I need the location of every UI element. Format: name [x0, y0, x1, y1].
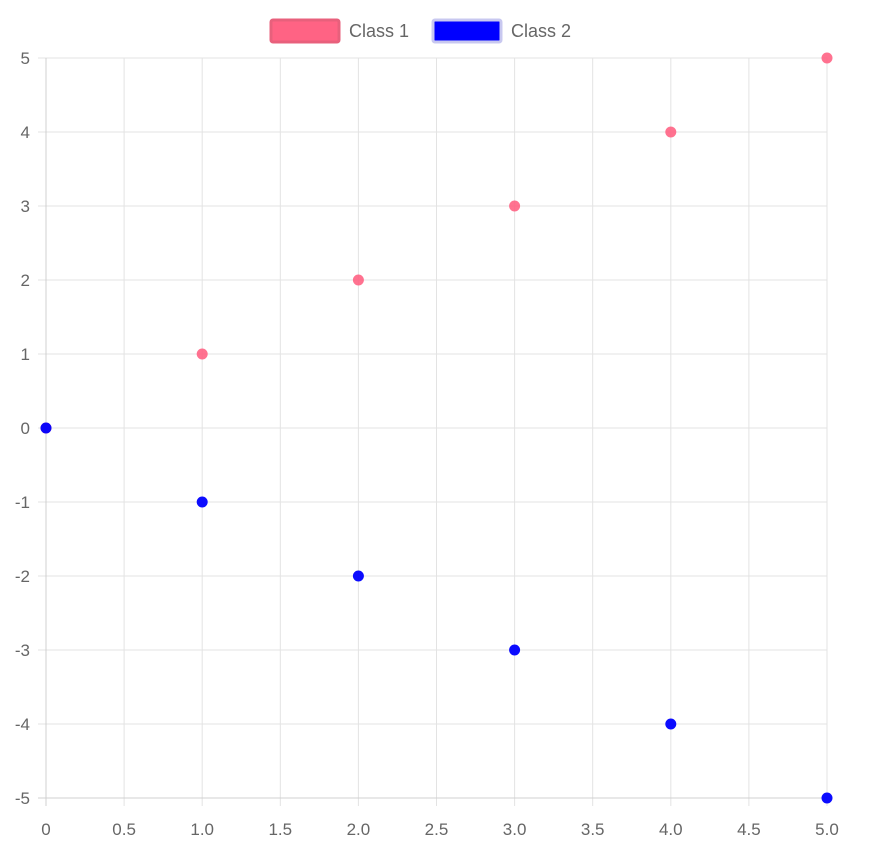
data-point-class-1[interactable]	[352, 274, 364, 286]
tick-labels: 0 0.5 1.0 1.5 2.0 2.5 3.0 3.5 4.0 4.5 5.0 5 4 3 2 1 0 -1 -…	[15, 49, 839, 839]
data-point-class-2[interactable]	[196, 496, 208, 508]
legend-item-class-2[interactable]: Class 2	[431, 18, 571, 44]
y-tick-label: -4	[15, 715, 30, 734]
y-tick-label: 2	[21, 271, 30, 290]
legend: Class 1 Class 2	[269, 18, 571, 44]
x-tick-label: 1.0	[190, 820, 214, 839]
x-tick-label: 2.5	[425, 820, 449, 839]
x-tick-label: 5.0	[815, 820, 839, 839]
legend-label-class-2: Class 2	[511, 21, 571, 41]
data-point-class-1[interactable]	[196, 348, 208, 360]
x-tick-label: 4.0	[659, 820, 683, 839]
y-tick-label: 1	[21, 345, 30, 364]
x-tick-label: 3.5	[581, 820, 605, 839]
data-point-class-1[interactable]	[665, 126, 677, 138]
y-tick-label: -3	[15, 641, 30, 660]
grid	[38, 57, 828, 806]
y-tick-label: 0	[21, 419, 30, 438]
x-tick-label: 0.5	[112, 820, 136, 839]
x-tick-label: 1.5	[268, 820, 292, 839]
data-point-class-2[interactable]	[509, 644, 521, 656]
data-point-class-2[interactable]	[352, 570, 364, 582]
y-tick-label: -1	[15, 493, 30, 512]
y-tick-label: 5	[21, 49, 30, 68]
legend-swatch-class-2	[431, 18, 503, 44]
y-tick-label: 3	[21, 197, 30, 216]
x-tick-label: 2.0	[347, 820, 371, 839]
x-tick-label: 4.5	[737, 820, 761, 839]
legend-item-class-1[interactable]: Class 1	[269, 18, 409, 44]
data-point-class-2[interactable]	[665, 718, 677, 730]
y-tick-label: -2	[15, 567, 30, 586]
data-point-class-1[interactable]	[821, 52, 833, 64]
data-point-class-1[interactable]	[509, 200, 521, 212]
legend-swatch-class-1	[269, 18, 341, 44]
x-tick-label: 3.0	[503, 820, 527, 839]
data-point-class-2[interactable]	[40, 422, 52, 434]
legend-label-class-1: Class 1	[349, 21, 409, 41]
x-tick-label: 0	[41, 820, 50, 839]
y-tick-label: -5	[15, 789, 30, 808]
axes	[38, 58, 827, 806]
data-points	[40, 52, 833, 804]
y-tick-label: 4	[21, 123, 30, 142]
data-point-class-2[interactable]	[821, 792, 833, 804]
